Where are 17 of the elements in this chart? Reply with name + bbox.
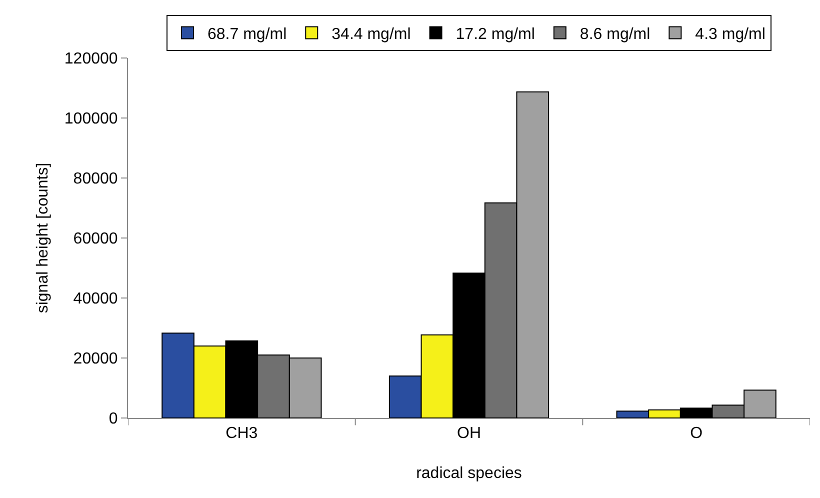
legend-label: 34.4 mg/ml <box>332 26 411 43</box>
y-tick-label: 40000 <box>73 290 118 308</box>
y-tick-label: 60000 <box>73 230 118 248</box>
y-tick-label: 120000 <box>64 50 118 68</box>
y-tick-label: 80000 <box>73 170 118 188</box>
x-tick-label: O <box>690 425 703 442</box>
y-tick-label: 20000 <box>73 350 118 368</box>
y-tick-label: 0 <box>108 410 118 428</box>
legend-label: 68.7 mg/ml <box>208 26 287 43</box>
y-axis-title: signal height [counts] <box>34 162 52 314</box>
x-axis-title: radical species <box>416 464 522 482</box>
x-tick-label: CH3 <box>226 425 258 442</box>
x-tick-label: OH <box>457 425 481 442</box>
y-tick-label: 100000 <box>64 110 118 128</box>
legend-label: 17.2 mg/ml <box>456 26 535 43</box>
legend-label: 4.3 mg/ml <box>695 26 766 43</box>
legend-label: 8.6 mg/ml <box>580 26 650 43</box>
